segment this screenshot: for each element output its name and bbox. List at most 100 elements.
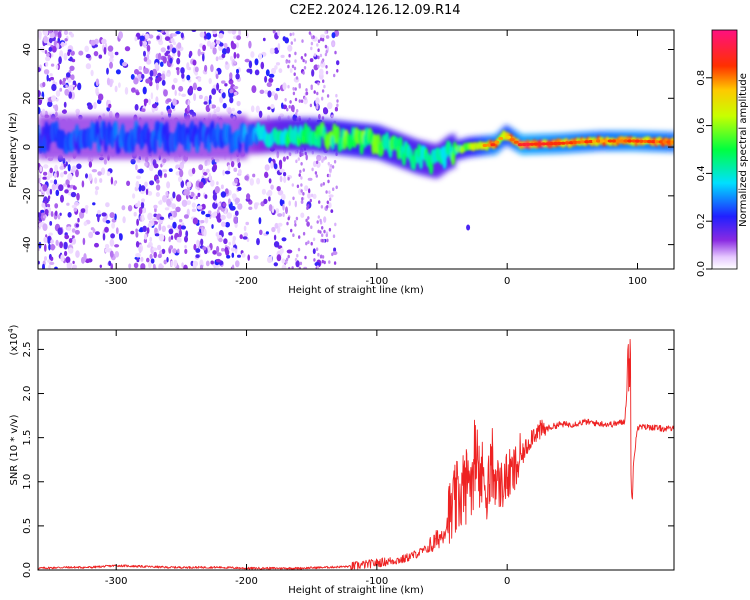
ridge-cell — [639, 139, 644, 143]
noise-dot — [248, 40, 252, 49]
noise-dot — [180, 32, 184, 39]
noise-dot — [166, 256, 169, 263]
noise-dot — [135, 180, 140, 189]
noise-dot — [303, 266, 308, 269]
noise-dot — [294, 59, 297, 63]
noise-dot — [38, 106, 41, 115]
noise-dot — [221, 221, 226, 227]
noise-dot — [299, 169, 302, 174]
noise-dot — [231, 252, 235, 258]
noise-dot — [168, 236, 171, 243]
noise-dot — [175, 30, 181, 35]
noise-dot — [47, 236, 51, 244]
noise-dot — [293, 66, 297, 71]
noise-dot — [75, 223, 80, 228]
noise-dot — [227, 107, 232, 115]
noise-dot — [146, 44, 151, 52]
noise-dot — [216, 209, 220, 214]
noise-dot — [245, 221, 249, 226]
noise-dot — [153, 204, 158, 209]
noise-dot — [85, 173, 88, 179]
noise-dot — [269, 47, 275, 55]
noise-dot — [312, 193, 317, 199]
noise-dot — [323, 229, 326, 234]
snr-panel: -300 -200 -100 0 0.0 0.5 1.0 1.5 2.0 2.5 Height … — [7, 324, 675, 596]
noise-dot — [145, 188, 149, 196]
ridge-cell — [537, 142, 543, 146]
noise-dot — [94, 242, 99, 248]
colorbar-label: Normalized spectral amplitude — [738, 73, 749, 227]
noise-dot — [163, 89, 168, 97]
noise-dot — [300, 189, 303, 193]
noise-dot — [166, 181, 171, 189]
noise-dot — [104, 243, 110, 249]
noise-dot — [47, 195, 51, 200]
noise-dot — [195, 248, 201, 253]
noise-dot — [305, 241, 308, 246]
noise-dot — [336, 69, 339, 73]
core-cell — [428, 160, 434, 175]
noise-dot — [268, 73, 275, 78]
noise-dot — [94, 177, 98, 184]
spectrogram-core — [38, 120, 674, 175]
noise-dot — [73, 201, 80, 206]
noise-dot — [56, 170, 59, 178]
ridge-cell — [603, 139, 609, 143]
noise-dot — [179, 162, 184, 170]
noise-dot — [204, 194, 208, 199]
noise-dot — [200, 220, 205, 224]
noise-dot — [54, 210, 58, 217]
noise-dot — [186, 104, 190, 112]
noise-dot — [333, 247, 337, 252]
noise-dot — [295, 216, 299, 221]
noise-dot — [299, 261, 303, 266]
noise-dot — [328, 173, 331, 178]
noise-dot — [277, 189, 284, 196]
noise-dot — [109, 250, 114, 258]
noise-dot — [317, 55, 320, 60]
noise-dot — [312, 248, 316, 255]
noise-dot — [229, 89, 234, 94]
snr-frame — [37, 329, 675, 571]
noise-dot — [246, 193, 251, 200]
noise-dot — [258, 53, 263, 60]
noise-dot — [302, 58, 305, 63]
noise-dot — [270, 161, 274, 169]
snr-y-axis-label: SNR (10 * v/v) — [9, 414, 20, 485]
noise-dot — [178, 85, 184, 92]
noise-dot — [55, 64, 59, 70]
noise-dot — [100, 167, 106, 176]
noise-dot — [164, 36, 171, 41]
snr-marks — [38, 338, 674, 570]
noise-dot — [38, 30, 42, 38]
noise-dot — [267, 90, 272, 98]
noise-dot — [180, 67, 185, 74]
noise-dot — [49, 221, 53, 226]
noise-dot — [171, 203, 177, 210]
noise-dot — [295, 112, 298, 116]
noise-dot — [195, 254, 200, 258]
noise-dot — [88, 161, 93, 168]
noise-dot — [42, 30, 49, 36]
noise-dot — [41, 108, 46, 116]
noise-dot — [177, 50, 181, 58]
noise-dot — [69, 56, 73, 62]
noise-dot — [131, 87, 136, 93]
noise-dot — [66, 72, 71, 78]
colorbar-tick-label: 0.0 — [696, 261, 707, 277]
noise-dot — [218, 237, 223, 243]
noise-dot — [324, 44, 328, 49]
noise-dot — [66, 202, 70, 206]
noise-dot — [67, 164, 71, 172]
noise-dot — [304, 60, 307, 64]
noise-dot — [93, 102, 97, 109]
noise-dot — [155, 96, 159, 103]
noise-dot — [213, 211, 218, 217]
noise-dot — [67, 173, 73, 181]
noise-dot — [253, 202, 258, 210]
noise-dot — [201, 203, 206, 210]
y-tick-label: 2.0 — [22, 386, 33, 402]
noise-dot — [139, 35, 145, 41]
noise-dot — [300, 176, 303, 180]
noise-dot — [221, 80, 226, 84]
